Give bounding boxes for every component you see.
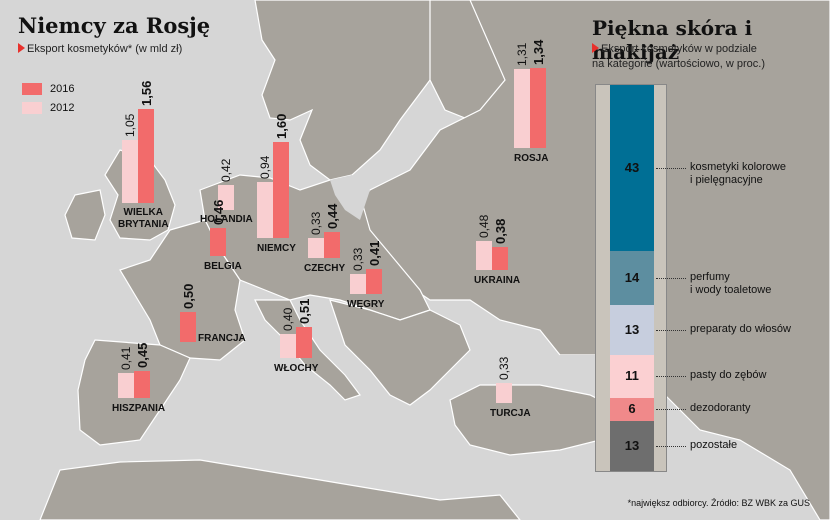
red-triangle-icon bbox=[592, 43, 599, 53]
segment-value: 13 bbox=[624, 437, 640, 453]
value-label-2016: 0,38 bbox=[493, 218, 508, 245]
segment-label: perfumy i wody toaletowe bbox=[690, 271, 772, 296]
bar-2012 bbox=[496, 383, 512, 403]
value-label-2016: 0,45 bbox=[135, 342, 150, 368]
bar-2016 bbox=[492, 247, 508, 270]
country-label: TURCJA bbox=[490, 408, 531, 419]
value-label-2012: 0,40 bbox=[281, 307, 295, 331]
leader-line bbox=[656, 278, 686, 279]
bar-2016 bbox=[366, 269, 382, 294]
value-label-2016: 0,44 bbox=[325, 203, 340, 229]
segment-5 bbox=[610, 420, 654, 471]
value-label-2016: 1,60 bbox=[274, 113, 289, 139]
bar-2012 bbox=[257, 181, 273, 238]
value-label-2016: 0,41 bbox=[367, 241, 382, 267]
bar-2012 bbox=[118, 373, 134, 398]
bar-2016 bbox=[530, 67, 546, 148]
value-label-2012: 0,48 bbox=[477, 214, 491, 239]
segment-1 bbox=[610, 250, 654, 305]
segment-value: 13 bbox=[624, 322, 640, 338]
left-subtitle: Eksport kosmetyków* (w mld zł) bbox=[18, 42, 182, 57]
country-label: UKRAINA bbox=[474, 275, 521, 286]
country-label: HOLANDIA bbox=[200, 214, 253, 225]
leader-line bbox=[656, 167, 686, 169]
value-label-2012: 1,31 bbox=[515, 43, 529, 67]
value-label-2012: 0,33 bbox=[309, 211, 323, 236]
value-label-2012: 1,05 bbox=[123, 113, 137, 137]
value-label-2012: 0,33 bbox=[497, 356, 511, 381]
country-label: WIELKA BRYTANIA bbox=[118, 207, 169, 230]
value-label-2016: 0,50 bbox=[181, 283, 196, 309]
value-label-2016: 1,34 bbox=[531, 39, 546, 65]
bar-2016 bbox=[138, 109, 154, 203]
bar-2012 bbox=[218, 184, 234, 210]
value-label-2016: 0,51 bbox=[297, 299, 312, 325]
bar-2012 bbox=[308, 238, 324, 258]
leader-line bbox=[656, 409, 686, 411]
segment-label: pozostałe bbox=[690, 438, 738, 451]
bar-2012 bbox=[280, 334, 296, 358]
country-label: BELGIA bbox=[204, 261, 242, 272]
segment-label: pasty do zębów bbox=[690, 369, 767, 382]
country-label: CZECHY bbox=[304, 263, 346, 274]
segment-value: 43 bbox=[624, 159, 640, 175]
value-label-2016: 1,56 bbox=[139, 81, 154, 107]
segment-label: kosmetyki kolorowe i pielęgnacyjne bbox=[690, 160, 786, 186]
segment-4 bbox=[610, 397, 654, 421]
value-label-2012: 0,94 bbox=[258, 155, 272, 179]
bar-2016 bbox=[134, 371, 150, 398]
bar-2012 bbox=[122, 140, 138, 203]
bar-2012 bbox=[476, 241, 492, 270]
segment-2 bbox=[610, 305, 654, 356]
segment-label: preparaty do włosów bbox=[690, 323, 791, 336]
country-label: HISZPANIA bbox=[112, 403, 166, 414]
value-label-2012: 0,42 bbox=[219, 158, 233, 182]
red-triangle-icon bbox=[18, 43, 25, 53]
right-subtitle: Eksport kosmetyków w podziale na kategor… bbox=[592, 43, 766, 70]
value-label-2012: 0,41 bbox=[119, 347, 133, 371]
bar-2016 bbox=[324, 231, 340, 258]
legend-label-2012: 2012 bbox=[50, 102, 75, 114]
leader-line bbox=[656, 445, 686, 447]
value-label-2012: 0,33 bbox=[351, 247, 365, 272]
segment-value: 14 bbox=[624, 270, 640, 285]
bar-2016 bbox=[296, 327, 312, 358]
leader-line bbox=[656, 330, 686, 332]
country-label: WĘGRY bbox=[347, 299, 385, 310]
segment-value: 11 bbox=[625, 368, 639, 384]
legend-label-2016: 2016 bbox=[50, 83, 75, 95]
country-label: NIEMCY bbox=[257, 243, 296, 254]
footnote: *największ odbiorcy. Źródło: BZ WBK za G… bbox=[627, 498, 810, 508]
bar-2012 bbox=[514, 69, 530, 148]
country-label: WŁOCHY bbox=[274, 363, 319, 374]
segment-value: 6 bbox=[628, 401, 636, 417]
segment-3 bbox=[610, 355, 654, 398]
left-title: Niemcy za Rosję bbox=[18, 13, 211, 38]
bar-2016 bbox=[210, 228, 226, 256]
legend-swatch-2016 bbox=[22, 83, 42, 95]
value-label-2016: 0,46 bbox=[211, 200, 226, 226]
leader-line bbox=[656, 376, 686, 378]
segment-0 bbox=[610, 85, 654, 251]
country-label: ROSJA bbox=[514, 153, 549, 164]
bar-2016 bbox=[273, 142, 289, 238]
right-title: Piękna skóra i makijaż bbox=[592, 16, 753, 64]
bar-2016 bbox=[180, 312, 196, 342]
legend-swatch-2012 bbox=[22, 102, 42, 114]
country-label: FRANCJA bbox=[198, 333, 246, 344]
bar-2012 bbox=[350, 274, 366, 294]
segment-label: dezodoranty bbox=[690, 402, 751, 415]
